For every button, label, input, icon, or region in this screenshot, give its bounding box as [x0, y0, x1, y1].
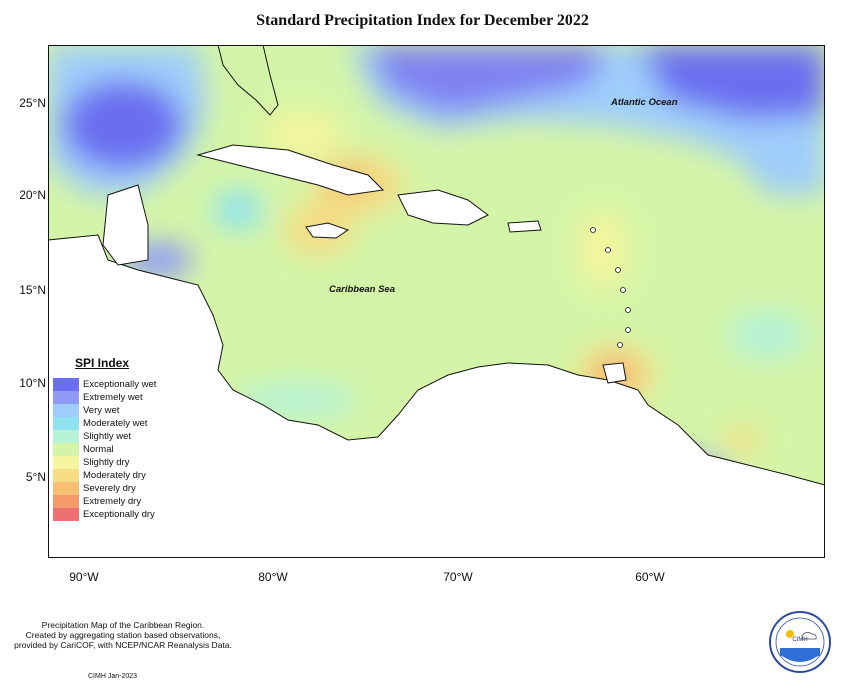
date-stamp: CIMH Jan-2023: [88, 673, 138, 680]
legend-item: Extremely wet: [53, 391, 165, 404]
legend-item: Normal: [53, 443, 165, 456]
legend-label: Moderately dry: [83, 470, 146, 481]
lon-label-60w: 60°W: [635, 570, 665, 584]
credit-line: Precipitation Map of the Caribbean Regio…: [41, 620, 205, 630]
legend-swatch: [53, 430, 79, 443]
cimh-logo-icon: [769, 611, 831, 673]
lat-label-25n: 25°N: [19, 96, 46, 110]
legend-swatch: [53, 508, 79, 521]
map-frame: [48, 45, 825, 558]
legend-item: Moderately wet: [53, 417, 165, 430]
legend-swatch: [53, 469, 79, 482]
credit-line: provided by CariCOF, with NCEP/NCAR Rean…: [14, 640, 232, 650]
legend-title: SPI Index: [75, 356, 130, 370]
legend-item: Moderately dry: [53, 469, 165, 482]
legend-label: Slightly wet: [83, 431, 132, 442]
legend-label: Very wet: [83, 405, 120, 416]
coastlines: [48, 45, 825, 558]
legend-item: Slightly dry: [53, 456, 165, 469]
lat-label-10n: 10°N: [19, 376, 46, 390]
legend-swatch: [53, 495, 79, 508]
legend-label: Extremely dry: [83, 496, 142, 507]
legend-item: Slightly wet: [53, 430, 165, 443]
lat-label-5n: 5°N: [25, 470, 46, 484]
legend-label: Moderately wet: [83, 418, 148, 429]
lon-label-80w: 80°W: [258, 570, 288, 584]
lon-label-90w: 90°W: [69, 570, 99, 584]
lat-label-15n: 15°N: [19, 283, 46, 297]
credit-line: Created by aggregating station based obs…: [25, 630, 221, 640]
legend-item: Extremely dry: [53, 495, 165, 508]
atlantic-ocean-label: Atlantic Ocean: [611, 97, 678, 108]
legend-swatch: [53, 482, 79, 495]
legend-item: Very wet: [53, 404, 165, 417]
map-title: Standard Precipitation Index for Decembe…: [256, 12, 589, 29]
credit-text: Precipitation Map of the Caribbean Regio…: [8, 620, 238, 650]
legend-label: Exceptionally dry: [83, 509, 155, 520]
caribbean-sea-label: Caribbean Sea: [329, 284, 395, 295]
legend-swatch: [53, 443, 79, 456]
lesser-antilles: [590, 227, 631, 348]
spi-legend: SPI Index Exceptionally wet Extremely wet…: [53, 356, 165, 521]
legend-label: Extremely wet: [83, 392, 143, 403]
legend-label: Slightly dry: [83, 457, 130, 468]
legend-label: Exceptionally wet: [83, 379, 157, 390]
lat-label-20n: 20°N: [19, 188, 46, 202]
legend-swatch: [53, 417, 79, 430]
legend-swatch: [53, 378, 79, 391]
legend-swatch: [53, 391, 79, 404]
legend-item: Exceptionally wet: [53, 378, 165, 391]
spi-map-canvas: [48, 45, 825, 558]
legend-items: Exceptionally wet Extremely wet Very wet Mo…: [53, 378, 165, 521]
legend-item: Severely dry: [53, 482, 165, 495]
legend-label: Severely dry: [83, 483, 136, 494]
legend-item: Exceptionally dry: [53, 508, 165, 521]
spi-map: [48, 45, 825, 558]
legend-swatch: [53, 456, 79, 469]
lon-label-70w: 70°W: [443, 570, 473, 584]
legend-label: Normal: [83, 444, 114, 455]
logo-text: CIMH: [792, 637, 808, 643]
cimh-logo: CIMH: [768, 610, 832, 674]
legend-swatch: [53, 404, 79, 417]
